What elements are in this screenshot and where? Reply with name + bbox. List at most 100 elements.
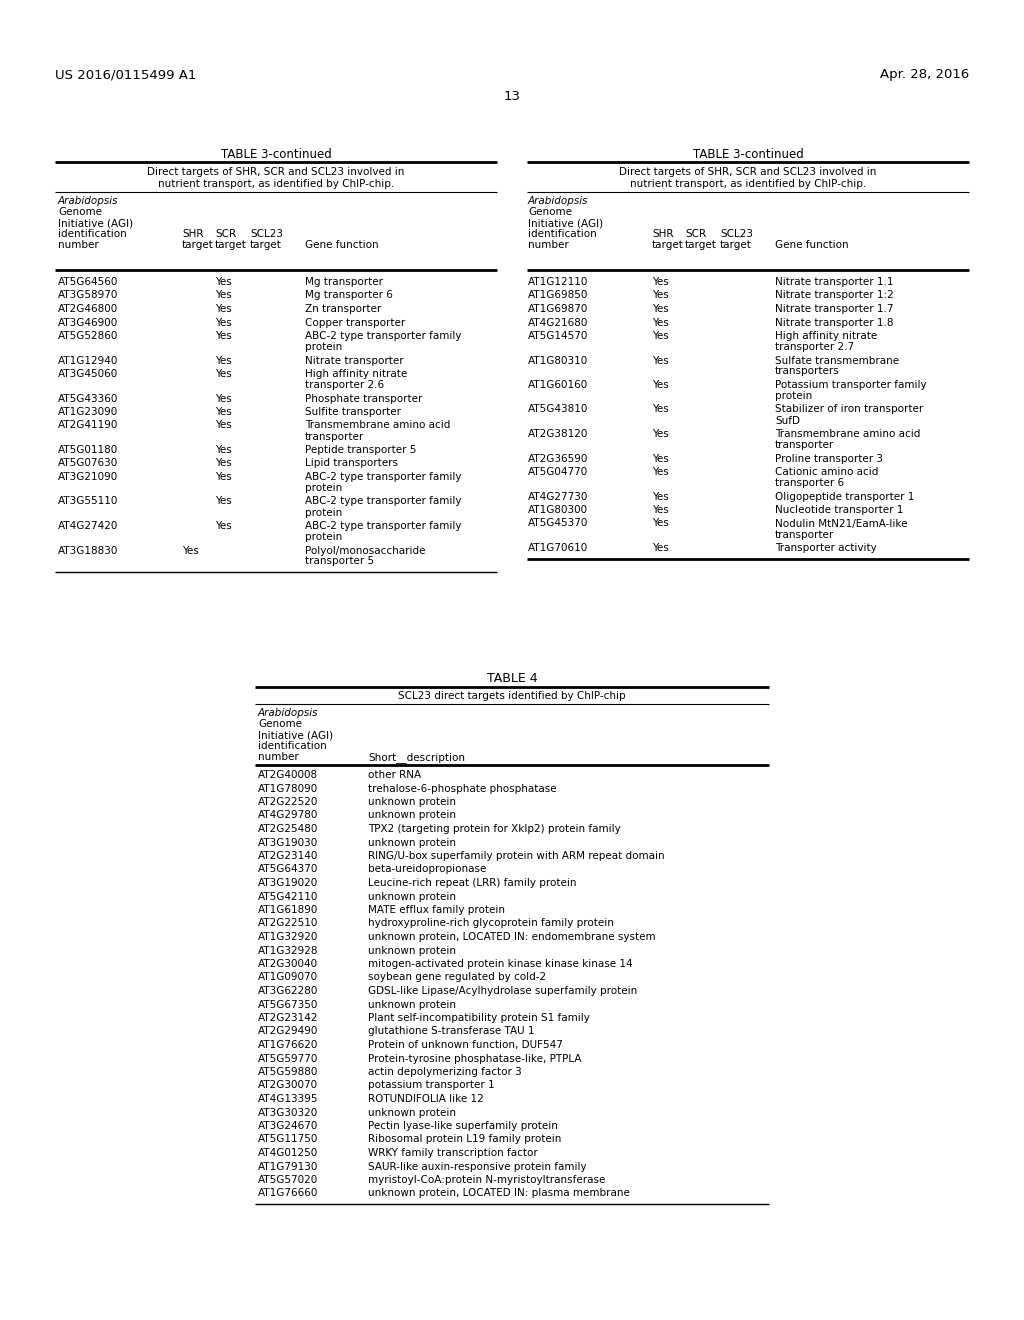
Text: AT1G12110: AT1G12110 (528, 277, 589, 286)
Text: High affinity nitrate: High affinity nitrate (305, 370, 408, 379)
Text: unknown protein: unknown protein (368, 797, 456, 807)
Text: trehalose-6-phosphate phosphatase: trehalose-6-phosphate phosphatase (368, 784, 557, 793)
Text: Yes: Yes (215, 421, 231, 430)
Text: Yes: Yes (652, 491, 669, 502)
Text: Zn transporter: Zn transporter (305, 304, 381, 314)
Text: Yes: Yes (652, 318, 669, 327)
Text: AT5G64560: AT5G64560 (58, 277, 119, 286)
Text: protein: protein (775, 391, 812, 401)
Text: Transmembrane amino acid: Transmembrane amino acid (305, 421, 451, 430)
Text: AT4G21680: AT4G21680 (528, 318, 589, 327)
Text: target: target (215, 240, 247, 249)
Text: SCR: SCR (685, 228, 707, 239)
Text: Yes: Yes (652, 304, 669, 314)
Text: SufD: SufD (775, 416, 800, 425)
Text: AT1G23090: AT1G23090 (58, 407, 118, 417)
Text: Arabidopsis: Arabidopsis (528, 195, 589, 206)
Text: unknown protein, LOCATED IN: endomembrane system: unknown protein, LOCATED IN: endomembran… (368, 932, 655, 942)
Text: Initiative (AGI): Initiative (AGI) (528, 218, 603, 228)
Text: Protein of unknown function, DUF547: Protein of unknown function, DUF547 (368, 1040, 563, 1049)
Text: Yes: Yes (652, 355, 669, 366)
Text: Initiative (AGI): Initiative (AGI) (258, 730, 333, 741)
Text: Initiative (AGI): Initiative (AGI) (58, 218, 133, 228)
Text: AT5G45370: AT5G45370 (528, 519, 589, 528)
Text: Polyol/monosaccharide: Polyol/monosaccharide (305, 545, 426, 556)
Text: Nucleotide transporter 1: Nucleotide transporter 1 (775, 506, 903, 515)
Text: Yes: Yes (182, 545, 199, 556)
Text: AT5G67350: AT5G67350 (258, 999, 318, 1010)
Text: Yes: Yes (215, 304, 231, 314)
Text: SHR: SHR (182, 228, 204, 239)
Text: SAUR-like auxin-responsive protein family: SAUR-like auxin-responsive protein famil… (368, 1162, 587, 1172)
Text: protein: protein (305, 483, 342, 492)
Text: Yes: Yes (652, 519, 669, 528)
Text: Yes: Yes (215, 496, 231, 507)
Text: Sulfite transporter: Sulfite transporter (305, 407, 401, 417)
Text: Apr. 28, 2016: Apr. 28, 2016 (880, 69, 969, 81)
Text: Transporter activity: Transporter activity (775, 543, 877, 553)
Text: identification: identification (58, 228, 127, 239)
Text: AT5G57020: AT5G57020 (258, 1175, 318, 1185)
Text: Yes: Yes (652, 290, 669, 301)
Text: Yes: Yes (215, 393, 231, 404)
Text: 13: 13 (504, 90, 520, 103)
Text: number: number (528, 240, 568, 249)
Text: AT5G11750: AT5G11750 (258, 1134, 318, 1144)
Text: protein: protein (305, 532, 342, 543)
Text: target: target (685, 240, 717, 249)
Text: unknown protein: unknown protein (368, 837, 456, 847)
Text: AT1G80310: AT1G80310 (528, 355, 588, 366)
Text: TABLE 4: TABLE 4 (486, 672, 538, 685)
Text: RING/U-box superfamily protein with ARM repeat domain: RING/U-box superfamily protein with ARM … (368, 851, 665, 861)
Text: AT1G80300: AT1G80300 (528, 506, 588, 515)
Text: AT3G19030: AT3G19030 (258, 837, 318, 847)
Text: Yes: Yes (652, 404, 669, 414)
Text: AT3G19020: AT3G19020 (258, 878, 318, 888)
Text: AT4G27420: AT4G27420 (58, 521, 119, 531)
Text: protein: protein (305, 507, 342, 517)
Text: AT1G09070: AT1G09070 (258, 973, 318, 982)
Text: AT3G62280: AT3G62280 (258, 986, 318, 997)
Text: Genome: Genome (58, 207, 102, 216)
Text: AT1G79130: AT1G79130 (258, 1162, 318, 1172)
Text: Stabilizer of iron transporter: Stabilizer of iron transporter (775, 404, 924, 414)
Text: transporter: transporter (305, 432, 365, 441)
Text: Phosphate transporter: Phosphate transporter (305, 393, 422, 404)
Text: AT1G32928: AT1G32928 (258, 945, 318, 956)
Text: Potassium transporter family: Potassium transporter family (775, 380, 927, 389)
Text: Yes: Yes (215, 458, 231, 469)
Text: Ribosomal protein L19 family protein: Ribosomal protein L19 family protein (368, 1134, 561, 1144)
Text: SHR: SHR (652, 228, 674, 239)
Text: AT3G21090: AT3G21090 (58, 473, 118, 482)
Text: TABLE 3-continued: TABLE 3-continued (220, 148, 332, 161)
Text: protein: protein (305, 342, 342, 352)
Text: AT2G38120: AT2G38120 (528, 429, 589, 440)
Text: AT3G55110: AT3G55110 (58, 496, 119, 507)
Text: target: target (250, 240, 282, 249)
Text: AT1G70610: AT1G70610 (528, 543, 588, 553)
Text: TPX2 (targeting protein for Xklp2) protein family: TPX2 (targeting protein for Xklp2) prote… (368, 824, 621, 834)
Text: Yes: Yes (215, 355, 231, 366)
Text: Yes: Yes (652, 506, 669, 515)
Text: SCR: SCR (215, 228, 237, 239)
Text: transporter 5: transporter 5 (305, 557, 374, 566)
Text: number: number (258, 752, 299, 762)
Text: Nitrate transporter: Nitrate transporter (305, 355, 403, 366)
Text: Direct targets of SHR, SCR and SCL23 involved in: Direct targets of SHR, SCR and SCL23 inv… (147, 168, 404, 177)
Text: Yes: Yes (215, 473, 231, 482)
Text: Yes: Yes (215, 445, 231, 455)
Text: Yes: Yes (652, 277, 669, 286)
Text: Nitrate transporter 1.8: Nitrate transporter 1.8 (775, 318, 894, 327)
Text: ABC-2 type transporter family: ABC-2 type transporter family (305, 331, 462, 341)
Text: AT2G22520: AT2G22520 (258, 797, 318, 807)
Text: target: target (182, 240, 214, 249)
Text: Yes: Yes (652, 543, 669, 553)
Text: AT5G42110: AT5G42110 (258, 891, 318, 902)
Text: identification: identification (258, 741, 327, 751)
Text: Yes: Yes (215, 318, 231, 327)
Text: Cationic amino acid: Cationic amino acid (775, 467, 879, 477)
Text: Nitrate transporter 1.7: Nitrate transporter 1.7 (775, 304, 894, 314)
Text: AT5G43360: AT5G43360 (58, 393, 119, 404)
Text: target: target (652, 240, 684, 249)
Text: Oligopeptide transporter 1: Oligopeptide transporter 1 (775, 491, 914, 502)
